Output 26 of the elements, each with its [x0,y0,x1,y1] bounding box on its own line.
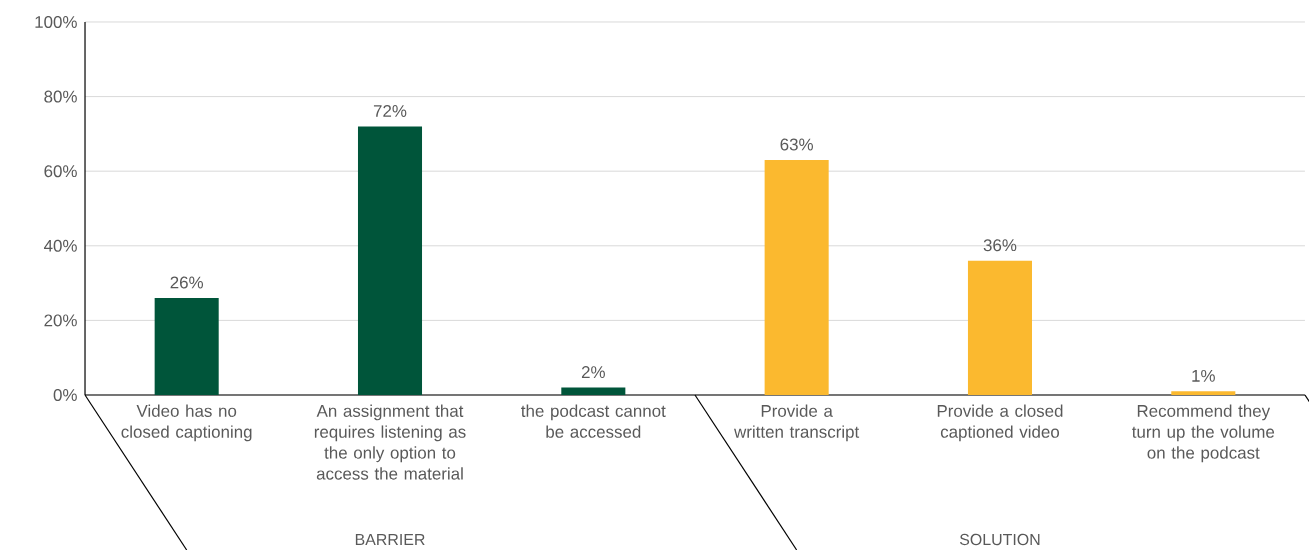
y-tick-label: 40% [43,239,77,252]
data-label: 63% [780,138,813,151]
bar [154,298,219,395]
text: SOLUTION [959,533,1040,546]
x-tick-label: Provide a closed captioned video [937,404,1063,442]
text: BARRIER [355,534,425,545]
bar [1171,391,1236,395]
bar [561,387,626,395]
y-tick-label: 20% [44,314,77,327]
bar [967,260,1032,395]
x-tick-label: Video has no closed captioning [121,404,252,442]
x-tick-label: Recommend they turn up the volume on the podcast [1132,404,1275,463]
data-label: 72% [373,104,407,117]
bar [357,126,423,395]
data-label: 1% [1192,369,1215,382]
y-tick-label: 60% [44,165,77,178]
y-tick-label: 80% [44,90,77,103]
data-label: 36% [983,239,1017,252]
x-tick-label: Provide a written transcript [734,404,860,442]
x-tick-label: the podcast cannot be accessed [521,404,666,438]
data-label: 2% [581,366,605,378]
x-tick-label: An assignment that requires listening as the only option to access the material [314,404,466,480]
bar [764,159,829,395]
data-label: 26% [170,276,204,289]
y-tick-label: 100% [35,15,77,28]
y-tick-label: 0% [53,388,77,401]
